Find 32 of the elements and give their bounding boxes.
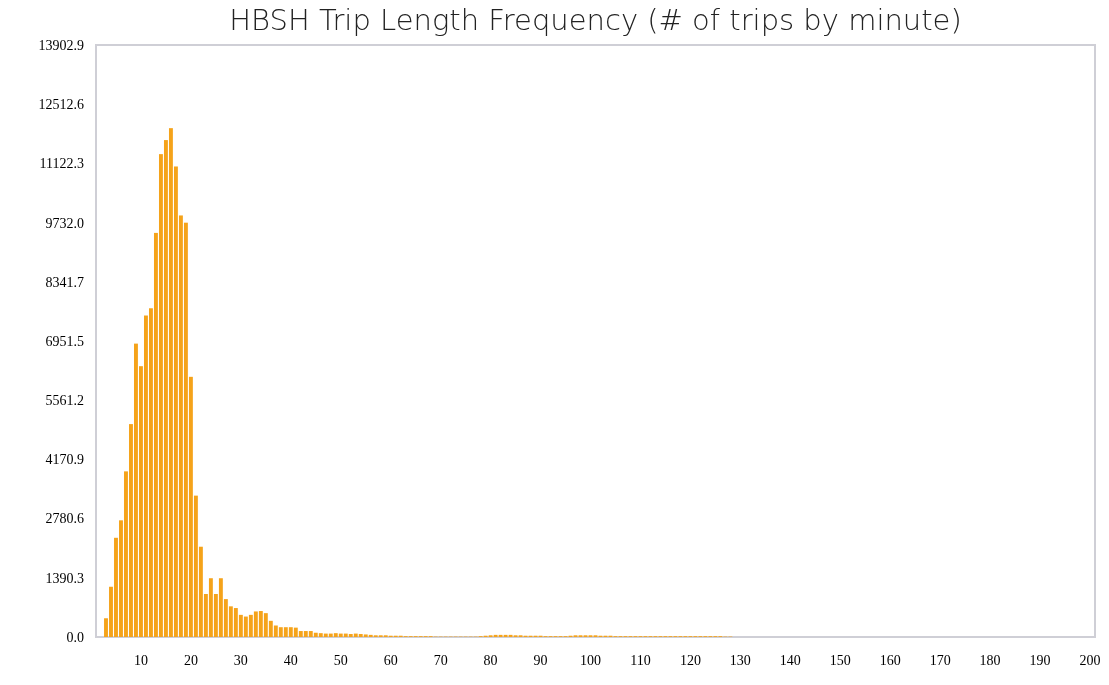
x-tick-label: 160 [879, 653, 901, 668]
x-tick-label: 70 [433, 653, 448, 668]
x-tick-label: 50 [333, 653, 348, 668]
x-tick-label: 110 [630, 653, 651, 668]
x-tick-label: 10 [133, 653, 148, 668]
y-tick-label: 8341.7 [45, 274, 84, 290]
x-tick-label: 130 [729, 653, 751, 668]
x-tick-label: 60 [383, 653, 398, 668]
y-tick-label: 12512.6 [38, 97, 84, 113]
x-tick-label: 180 [979, 653, 1001, 668]
x-tick-label: 20 [183, 653, 198, 668]
y-tick-label: 11122.3 [39, 156, 84, 172]
y-tick-label: 1390.3 [45, 570, 84, 586]
y-tick-label: 5561.2 [45, 393, 84, 409]
y-tick-label: 4170.9 [45, 452, 84, 468]
y-tick-label: 13902.9 [38, 37, 84, 53]
x-tick-label: 90 [533, 653, 548, 668]
x-tick-label: 170 [929, 653, 951, 668]
y-tick-label: 0.0 [66, 629, 84, 645]
x-tick-label: 120 [679, 653, 701, 668]
x-tick-label: 150 [829, 653, 851, 668]
y-tick-label: 6951.5 [45, 333, 84, 349]
x-tick-label: 80 [483, 653, 498, 668]
x-tick-label: 190 [1029, 653, 1051, 668]
x-tick-label: 140 [779, 653, 801, 668]
y-tick-label: 9732.0 [45, 215, 84, 231]
x-tick-label: 30 [233, 653, 248, 668]
x-tick-label: 100 [580, 653, 602, 668]
y-tick-label: 2780.6 [45, 511, 84, 527]
x-tick-label: 40 [283, 653, 298, 668]
chart-title: HBSH Trip Length Frequency (# of trips by minute) [229, 3, 962, 37]
x-tick-label: 200 [1079, 653, 1101, 668]
